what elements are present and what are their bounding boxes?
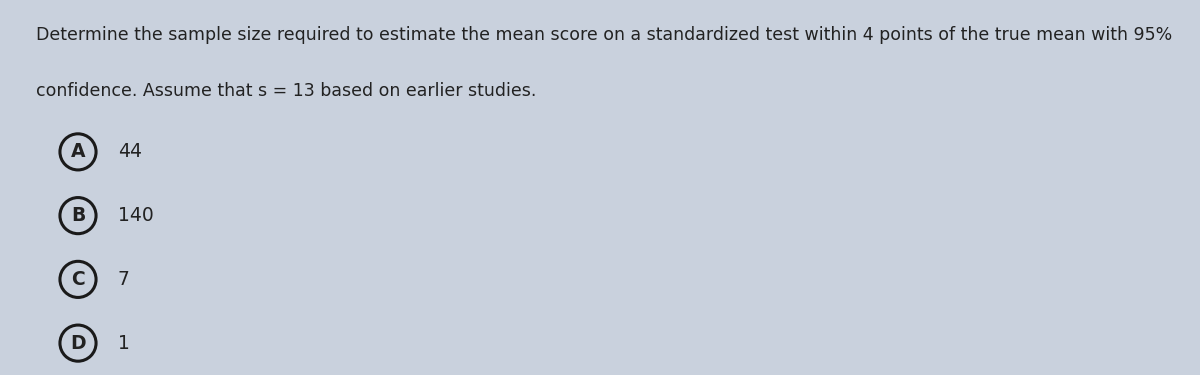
- Ellipse shape: [60, 134, 96, 170]
- Ellipse shape: [60, 261, 96, 297]
- Ellipse shape: [60, 325, 96, 361]
- Text: Determine the sample size required to estimate the mean score on a standardized : Determine the sample size required to es…: [36, 26, 1172, 44]
- Text: 1: 1: [118, 334, 130, 352]
- Text: 140: 140: [118, 206, 154, 225]
- Text: 44: 44: [118, 142, 142, 161]
- Text: B: B: [71, 206, 85, 225]
- Ellipse shape: [60, 198, 96, 234]
- Text: confidence. Assume that s = 13 based on earlier studies.: confidence. Assume that s = 13 based on …: [36, 82, 536, 100]
- Text: D: D: [70, 334, 86, 352]
- Text: A: A: [71, 142, 85, 161]
- Text: C: C: [71, 270, 85, 289]
- Text: 7: 7: [118, 270, 130, 289]
